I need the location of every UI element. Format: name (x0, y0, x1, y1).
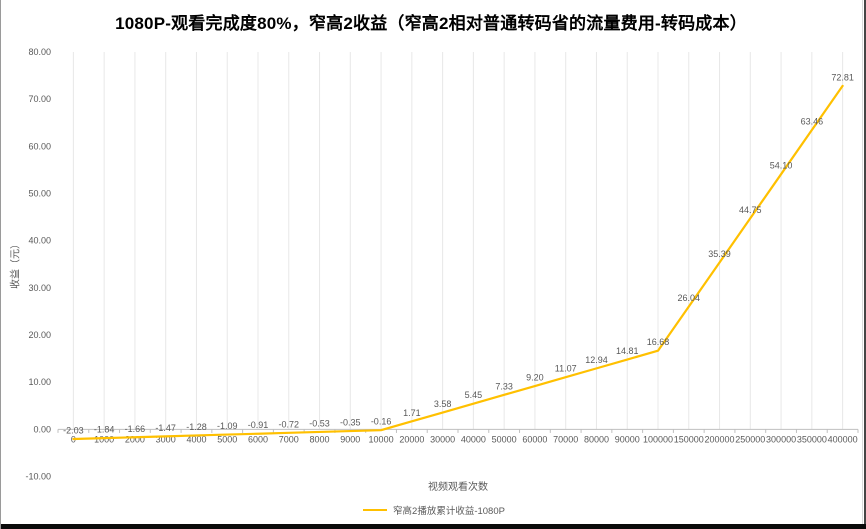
y-axis-tick-label: 30.00 (28, 283, 51, 293)
x-axis-tick-label: 70000 (553, 434, 578, 444)
x-axis-tick-label: 4000 (186, 434, 206, 444)
x-axis-tick-label: 20000 (399, 434, 424, 444)
data-label: -1.28 (186, 422, 207, 432)
x-axis-tick-label: 200000 (705, 434, 735, 444)
x-axis-tick-label: 30000 (430, 434, 455, 444)
legend: 窄高2播放累计收益-1080P (1, 503, 866, 517)
y-axis-tick-label: 50.00 (28, 189, 51, 199)
y-axis-tick-label: 40.00 (28, 236, 51, 246)
x-axis-tick-label: 80000 (584, 434, 609, 444)
window-right-border (864, 0, 866, 529)
data-label: 16.68 (647, 337, 670, 347)
y-axis-tick-label: -10.00 (25, 472, 51, 482)
x-axis-tick-label: 60000 (522, 434, 547, 444)
y-axis-tick-label: 0.00 (33, 424, 51, 434)
series-line (72, 84, 844, 441)
data-label: 54.10 (770, 161, 793, 171)
data-label: -0.91 (248, 420, 269, 430)
data-label: 7.33 (495, 381, 513, 391)
data-label: 5.45 (465, 390, 483, 400)
x-axis-tick-label: 10000 (369, 434, 394, 444)
x-axis-tick-label: 100000 (643, 434, 673, 444)
data-label: 72.81 (831, 72, 854, 82)
data-label: -1.09 (217, 421, 238, 431)
x-axis-tick-label: 150000 (674, 434, 704, 444)
x-axis-tick-label: 9000 (340, 434, 360, 444)
legend-line-swatch (363, 509, 388, 511)
data-label: -1.84 (94, 425, 115, 435)
data-label: 44.75 (739, 205, 762, 215)
data-label: -2.03 (63, 425, 84, 435)
data-label: -1.47 (155, 423, 176, 433)
data-label: 26.04 (678, 293, 701, 303)
data-label: 35.39 (708, 249, 731, 259)
x-axis-tick-label: 250000 (735, 434, 765, 444)
x-axis-title: 视频观看次数 (428, 482, 488, 493)
x-axis-tick-label: 7000 (279, 434, 299, 444)
x-axis-tick-label: 1000 (94, 434, 114, 444)
data-label: -1.66 (125, 424, 146, 434)
y-axis-tick-label: 80.00 (28, 47, 51, 57)
y-axis-tick-label: 10.00 (28, 377, 51, 387)
window-bottom-border (1, 524, 866, 529)
x-axis-tick-label: 40000 (461, 434, 486, 444)
data-label: -0.35 (340, 418, 361, 428)
data-label: 11.07 (555, 364, 577, 374)
data-label: 1.71 (403, 408, 421, 418)
x-axis-tick-label: 2000 (125, 434, 145, 444)
x-axis-tick-label: 6000 (248, 434, 268, 444)
x-axis-tick-label: 90000 (615, 434, 640, 444)
x-axis-tick-label: 50000 (492, 434, 517, 444)
data-label: 3.58 (434, 399, 452, 409)
data-label: -0.72 (279, 419, 300, 429)
y-axis-title: 收益（元） (10, 239, 22, 289)
data-label: 12.94 (585, 355, 608, 365)
x-axis-tick-label: 3000 (156, 434, 176, 444)
x-axis-tick-label: 350000 (797, 434, 827, 444)
chart-area-right-edge (862, 0, 863, 524)
data-label: 14.81 (616, 346, 639, 356)
data-label: -0.16 (371, 417, 392, 427)
data-label: 63.46 (801, 117, 824, 127)
y-axis-tick-label: 20.00 (28, 330, 51, 340)
legend-series-label: 窄高2播放累计收益-1080P (393, 506, 505, 517)
data-label: 9.20 (526, 373, 544, 383)
y-axis-tick-label: 70.00 (28, 94, 51, 104)
x-axis-tick-label: 8000 (310, 434, 330, 444)
x-axis-tick-label: 5000 (217, 434, 237, 444)
data-label: -0.53 (309, 418, 330, 428)
x-axis-tick-label: 400000 (828, 434, 858, 444)
chart-title: 1080P-观看完成度80%，窄高2收益（窄高2相对普通转码省的流量费用-转码成… (115, 14, 747, 33)
x-axis-tick-label: 300000 (766, 434, 796, 444)
y-axis-tick-label: 60.00 (28, 141, 51, 151)
